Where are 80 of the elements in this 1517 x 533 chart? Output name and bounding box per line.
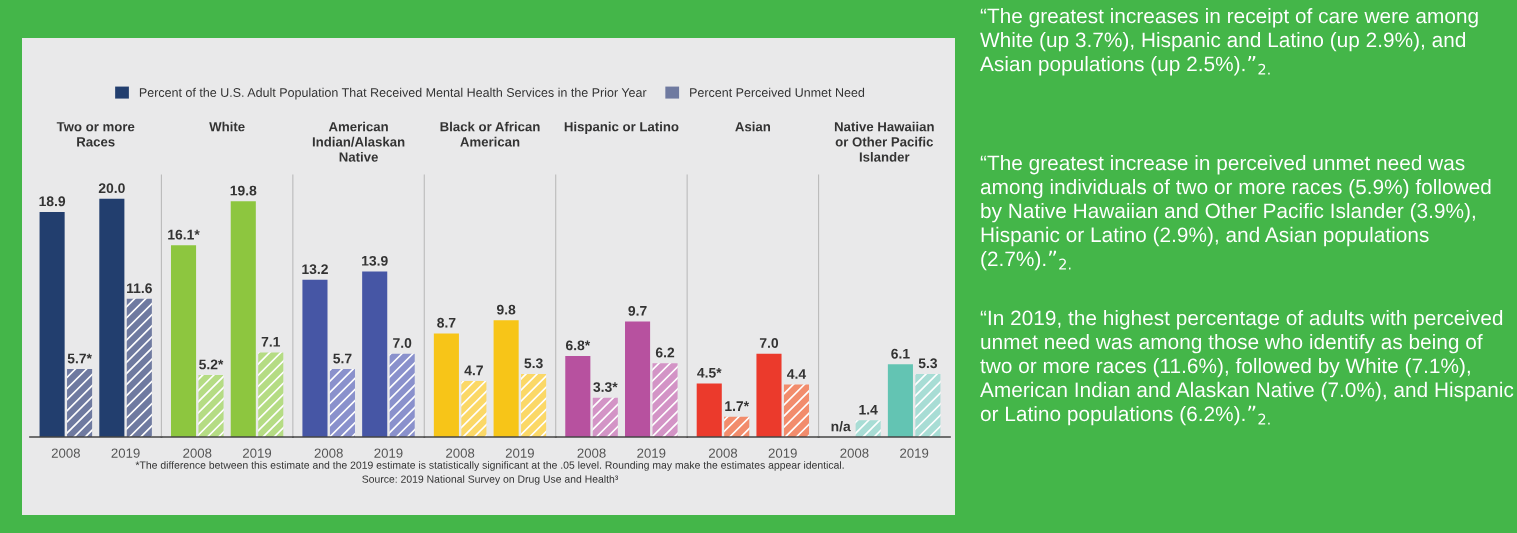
- data-label: 5.3: [524, 358, 543, 369]
- chart-title: Native Hawaiian or Other Pacific Islander: [834, 121, 934, 162]
- data-label: 13.9: [362, 255, 388, 266]
- bar: [625, 321, 651, 437]
- chart-title: Asian: [735, 121, 771, 132]
- bar: [198, 375, 224, 437]
- data-label: 16.1*: [168, 229, 200, 240]
- x-tick-label: 2008: [51, 448, 80, 458]
- data-label: 4.5*: [697, 367, 722, 378]
- x-tick-label: 2008: [446, 448, 475, 458]
- x-tick-label: 2008: [577, 448, 606, 458]
- bar: [652, 363, 678, 437]
- data-label: 5.7: [333, 353, 352, 364]
- bar: [126, 298, 152, 437]
- data-label: 19.8: [230, 185, 257, 196]
- bar: [389, 353, 415, 437]
- bar: [461, 381, 487, 437]
- bar: [756, 353, 782, 437]
- text: n/a: [831, 421, 851, 432]
- bar: [230, 201, 256, 437]
- data-label: 4.4: [787, 369, 807, 379]
- chart-title: Two or more Races: [56, 122, 135, 147]
- text: *The difference between this estimate and the 2019 estimate is statistically significant at the .05 level. Rounding may make the estimates appear identical.: [135, 461, 844, 471]
- data-label: 1.4: [859, 404, 878, 415]
- bar: [67, 369, 93, 437]
- chart-title: Black or African American: [440, 121, 540, 147]
- source-note: Source: 2019 National Survey on Drug Use and Health³: [362, 475, 619, 485]
- data-label: 20.0: [98, 183, 125, 194]
- bar: [592, 397, 618, 437]
- data-label: 18.9: [39, 196, 66, 207]
- x-tick-label: 2019: [111, 448, 140, 458]
- x-tick-label: 2019: [900, 448, 929, 458]
- bar: [521, 373, 547, 437]
- data-label: 11.6: [127, 283, 152, 294]
- bar: [329, 369, 355, 437]
- bar: [362, 271, 388, 437]
- x-tick-label: 2008: [183, 448, 212, 458]
- x-tick-label: 2019: [243, 448, 272, 458]
- data-label: 13.2: [302, 264, 328, 275]
- data-label: 6.8*: [565, 340, 591, 351]
- bar: [724, 416, 750, 437]
- data-label: 8.7: [437, 317, 456, 328]
- bar: [493, 320, 519, 437]
- bar: [696, 383, 722, 437]
- data-label: 9.8: [496, 304, 516, 315]
- data-label: 3.3*: [593, 382, 618, 392]
- data-label: 9.7: [628, 305, 647, 316]
- data-label: 5.3: [918, 358, 938, 369]
- x-tick-label: 2008: [314, 448, 343, 458]
- bar: [258, 352, 284, 437]
- bar: [170, 245, 197, 437]
- legend-label: Percent of the U.S. Adult Population That Received Mental Health Services in the Prior Year: [139, 87, 647, 100]
- x-tick-label: 2008: [708, 448, 738, 458]
- chart-title: White: [209, 121, 245, 132]
- text: “The greatest increases in receipt of care were among White (up 3.7%), Hispanic and Latino (up 2.9%), and Asian populations (up 2.5%).”$_{2.}$: [980, 8, 1478, 76]
- bar: [565, 356, 591, 437]
- text: “In 2019, the highest percentage of adults with perceived unmet need was among those who identify as being of two or more races (11.6%), followed by White (7.1%), American Indian and Alaskan Native (7.0%), and Hispanic or Latino populations (6.2%).”$_{2.}$: [980, 310, 1514, 426]
- x-tick-label: 2019: [768, 448, 797, 458]
- data-label: 5.7*: [67, 353, 92, 364]
- data-label: 7.1: [261, 337, 281, 347]
- chart-title: American Indian/Alaskan Native: [312, 121, 405, 162]
- text: “The greatest increase in perceived unmet need was among individuals of two or more races (5.9%) followed by Native Hawaiian and Other Pacific Islander (3.9%), Hispanic or Latino (2.9%), and Asian populations (2.7%).”$_{2.}$: [980, 155, 1491, 271]
- bar: [433, 333, 459, 437]
- bar: [783, 384, 810, 437]
- x-tick-label: 2019: [374, 448, 403, 458]
- bar: [39, 211, 65, 437]
- x-tick-label: 2019: [505, 448, 534, 458]
- x-tick-label: 2019: [637, 448, 666, 458]
- data-label: 6.1: [891, 348, 910, 359]
- text: Percent Perceived Unmet Need: [690, 87, 865, 97]
- bar: [302, 279, 328, 437]
- chart-title: Hispanic or Latino: [564, 121, 679, 134]
- data-label: 1.7*: [725, 401, 750, 411]
- data-label: 4.7: [464, 365, 483, 376]
- data-label: 7.0: [393, 338, 412, 348]
- data-label: 5.2*: [199, 359, 224, 370]
- data-label: 7.0: [759, 338, 779, 348]
- x-tick-label: 2008: [840, 448, 869, 458]
- bar: [99, 198, 125, 437]
- data-label: 6.2: [655, 347, 675, 358]
